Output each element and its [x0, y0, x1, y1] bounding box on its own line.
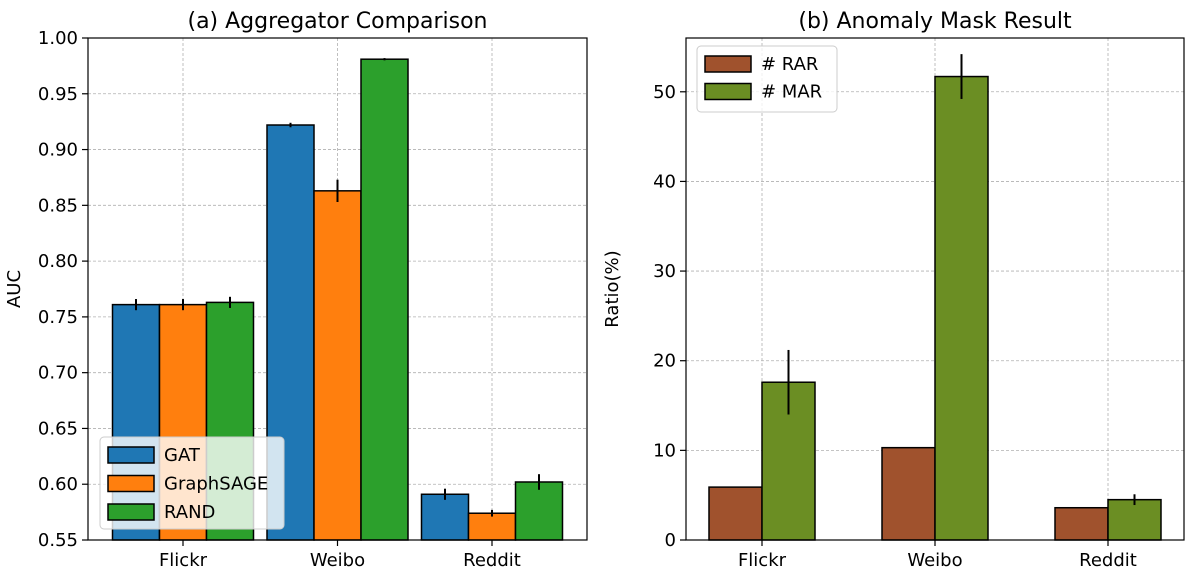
y-tick-label: 0	[665, 530, 676, 551]
legend-swatch-rar	[704, 55, 752, 73]
legend-swatch-rand	[107, 503, 155, 521]
chart-aggregator-comparison: (a) Aggregator Comparison 0.55 0.60 0.65 0.7…	[4, 9, 588, 571]
plot-frame	[87, 37, 588, 541]
x-tick-label-weibo: Weibo	[907, 550, 962, 571]
x-tick-label-flickr: Flickr	[738, 550, 787, 571]
y-tick-label: 0.90	[38, 140, 78, 161]
y-tick-label: 0.85	[38, 195, 78, 216]
legend-label-rand: RAND	[164, 502, 215, 523]
bar-rar-flickr	[708, 486, 763, 541]
y-tick-label: 0.95	[38, 84, 78, 105]
y-tick-label: 40	[653, 171, 676, 192]
bar-rar-reddit	[1054, 506, 1109, 541]
y-axis-label: Ratio(%)	[602, 250, 623, 327]
plot-frame	[685, 37, 1185, 541]
bar-graphsage-weibo	[313, 190, 362, 541]
chart-anomaly-mask-result: (b) Anomaly Mask Result 0 10 20 30 40 50 Flickr…	[602, 9, 1185, 571]
y-axis-label: AUC	[4, 270, 25, 308]
y-tick-label: 50	[653, 82, 676, 103]
legend-label-gat: GAT	[164, 445, 201, 466]
legend-label-mar: # MAR	[761, 82, 822, 103]
legend-swatch-mar	[704, 82, 752, 101]
bar-rand-reddit	[514, 481, 564, 541]
legend-label-graphsage: GraphSAGE	[164, 474, 268, 495]
y-tick-label: 10	[653, 440, 676, 461]
legend-swatch-gat	[107, 446, 155, 464]
legend: GAT GraphSAGE RAND	[99, 436, 285, 530]
y-tick-label: 0.55	[38, 530, 78, 551]
chart-title: (a) Aggregator Comparison	[187, 9, 487, 34]
y-tick-label: 1.00	[38, 28, 78, 49]
x-tick-label-flickr: Flickr	[159, 550, 208, 571]
x-tick-label-reddit: Reddit	[463, 550, 521, 571]
bar-mar-reddit	[1107, 498, 1162, 541]
bar-gat-reddit	[420, 493, 470, 541]
legend: # RAR # MAR	[696, 45, 838, 113]
bar-rar-weibo	[881, 446, 936, 541]
y-tick-label: 0.70	[38, 363, 78, 384]
bar-rand-weibo	[360, 58, 409, 541]
legend-swatch-graphsage	[107, 474, 155, 493]
legend-label-rar: # RAR	[761, 54, 818, 75]
y-tick-label: 20	[653, 351, 676, 372]
y-tick-label: 0.65	[38, 418, 78, 439]
y-tick-label: 0.75	[38, 307, 78, 328]
y-tick-label: 0.80	[38, 251, 78, 272]
bar-mar-weibo	[934, 75, 989, 541]
x-tick-label-reddit: Reddit	[1079, 550, 1137, 571]
chart-title: (b) Anomaly Mask Result	[798, 9, 1072, 34]
y-tick-label: 0.60	[38, 474, 78, 495]
bar-graphsage-reddit	[467, 512, 517, 541]
y-tick-label: 30	[653, 261, 676, 282]
x-tick-label-weibo: Weibo	[310, 550, 365, 571]
